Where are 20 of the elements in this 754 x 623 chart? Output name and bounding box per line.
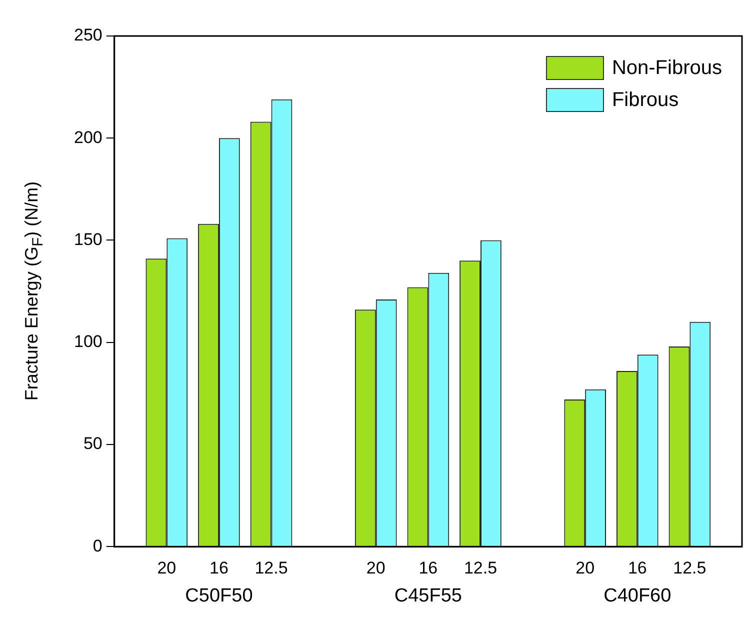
x-tick-label: 12.5 [673,558,706,578]
x-tick-label: 20 [157,558,176,578]
x-tick-label: 20 [576,558,595,578]
legend-label: Fibrous [612,88,679,112]
x-tick-label: 16 [418,558,438,578]
y-tick-label: 50 [83,434,102,454]
legend-label: Non-Fibrous [612,56,722,80]
y-tick-label: 100 [74,332,102,352]
text: C45F55 [394,585,462,606]
x-tick-label: 12.5 [254,558,288,578]
y-tick-label: 250 [74,26,102,45]
text: C40F60 [604,585,672,606]
text: C50F50 [185,585,253,606]
y-tick-label: 150 [74,230,102,249]
x-tick-label: 20 [366,558,386,578]
x-tick-label: 16 [628,558,647,578]
x-tick-label: 16 [210,558,228,578]
y-tick-label: 0 [92,536,102,556]
x-tick-label: 12.5 [464,558,498,578]
y-tick-label: 200 [74,128,102,147]
